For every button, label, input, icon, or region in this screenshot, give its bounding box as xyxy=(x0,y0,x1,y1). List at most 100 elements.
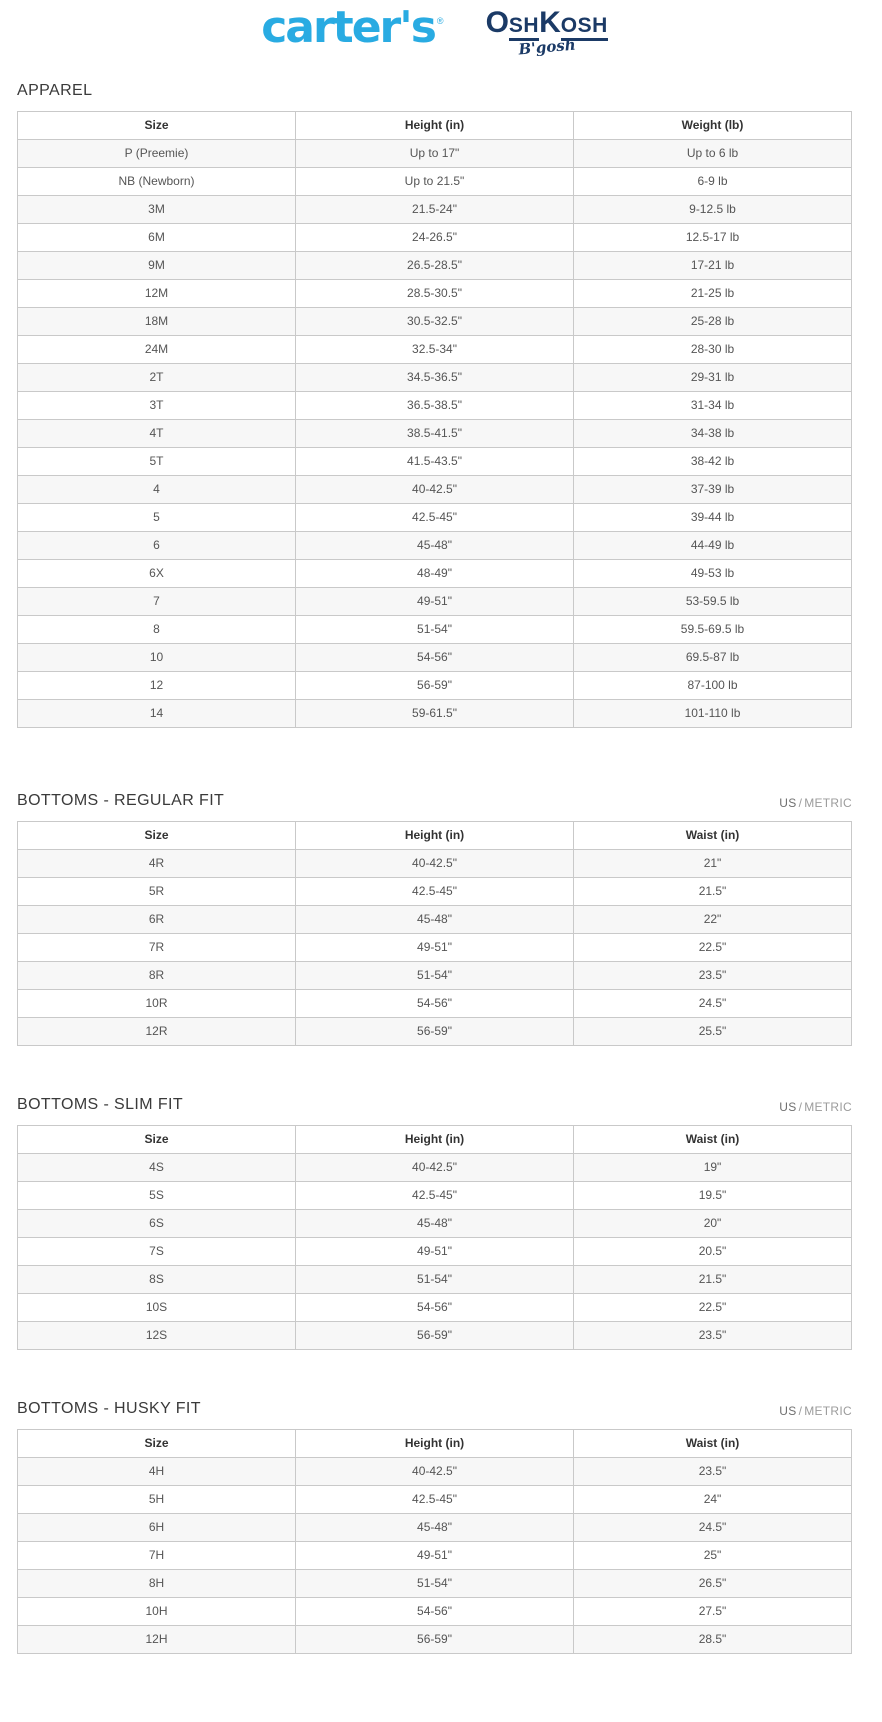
table-row: 6 45-48" 44-49 lb xyxy=(17,531,852,560)
table-cell: 101-110 lb xyxy=(573,699,852,728)
column-header-waist: Waist (in) xyxy=(573,1125,852,1154)
table-cell: Up to 21.5" xyxy=(295,167,574,196)
table-row: 8R 51-54" 23.5" xyxy=(17,961,852,990)
table-row: 24M 32.5-34" 28-30 lb xyxy=(17,335,852,364)
table-cell: 28.5-30.5" xyxy=(295,279,574,308)
table-row: 4R 40-42.5" 21" xyxy=(17,849,852,878)
table-cell: 49-51" xyxy=(295,587,574,616)
table-cell: 10H xyxy=(17,1597,296,1626)
column-header-height: Height (in) xyxy=(295,111,574,140)
table-row: 3M 21.5-24" 9-12.5 lb xyxy=(17,195,852,224)
unit-separator: / xyxy=(798,1100,803,1114)
table-cell: 44-49 lb xyxy=(573,531,852,560)
section-bottoms-regular: BOTTOMS - REGULAR FIT US / METRIC Size Hei… xyxy=(17,792,852,1046)
section-head-bottoms-slim: BOTTOMS - SLIM FIT US / METRIC xyxy=(17,1096,852,1114)
column-header-height: Height (in) xyxy=(295,1429,574,1458)
table-cell: 10 xyxy=(17,643,296,672)
brand-header: carter's ® OSHKOSH B'gosh xyxy=(17,4,852,68)
table-row: 10R 54-56" 24.5" xyxy=(17,989,852,1018)
unit-us-link[interactable]: US xyxy=(779,796,797,810)
table-row: 10H 54-56" 27.5" xyxy=(17,1597,852,1626)
table-cell: 4R xyxy=(17,849,296,878)
table-cell: 56-59" xyxy=(295,1321,574,1350)
table-cell: 14 xyxy=(17,699,296,728)
table-cell: 34.5-36.5" xyxy=(295,363,574,392)
table-cell: 59.5-69.5 lb xyxy=(573,615,852,644)
table-cell: 23.5" xyxy=(573,1457,852,1486)
column-header-waist: Waist (in) xyxy=(573,1429,852,1458)
column-header-size: Size xyxy=(17,111,296,140)
table-cell: 8S xyxy=(17,1265,296,1294)
table-cell: 49-53 lb xyxy=(573,559,852,588)
table-cell: 3M xyxy=(17,195,296,224)
column-header-weight: Weight (lb) xyxy=(573,111,852,140)
carters-logo-text: carter's xyxy=(261,2,437,53)
table-cell: 21.5-24" xyxy=(295,195,574,224)
table-row: 18M 30.5-32.5" 25-28 lb xyxy=(17,307,852,336)
carters-registered-mark: ® xyxy=(436,16,444,26)
section-title-bottoms-husky: BOTTOMS - HUSKY FIT xyxy=(17,1400,201,1417)
table-row: 6R 45-48" 22" xyxy=(17,905,852,934)
oshkosh-logo: OSHKOSH B'gosh xyxy=(486,6,608,58)
table-cell: 34-38 lb xyxy=(573,419,852,448)
table-row: 6H 45-48" 24.5" xyxy=(17,1513,852,1542)
table-cell: 12.5-17 lb xyxy=(573,223,852,252)
table-head: Size Height (in) Waist (in) xyxy=(17,1125,852,1154)
table-cell: 30.5-32.5" xyxy=(295,307,574,336)
table-row: 2T 34.5-36.5" 29-31 lb xyxy=(17,363,852,392)
table-cell: 51-54" xyxy=(295,961,574,990)
oshkosh-letter-k: K xyxy=(539,6,561,39)
table-row: 12S 56-59" 23.5" xyxy=(17,1321,852,1350)
table-row: 3T 36.5-38.5" 31-34 lb xyxy=(17,391,852,420)
table-cell: 20.5" xyxy=(573,1237,852,1266)
table-cell: 27.5" xyxy=(573,1597,852,1626)
table-row: 12H 56-59" 28.5" xyxy=(17,1625,852,1654)
table-row: P (Preemie) Up to 17" Up to 6 lb xyxy=(17,139,852,168)
table-head: Size Height (in) Waist (in) xyxy=(17,821,852,850)
table-cell: 4 xyxy=(17,475,296,504)
size-chart-page: carter's ® OSHKOSH B'gosh APPAREL Size He… xyxy=(17,4,852,1654)
unit-toggle: US / METRIC xyxy=(779,1404,852,1418)
table-cell: 6S xyxy=(17,1209,296,1238)
table-body: 4S 40-42.5" 19" 5S 42.5-45" 19.5" 6S 45-48" 20" 7… xyxy=(17,1153,852,1350)
table-cell: 40-42.5" xyxy=(295,849,574,878)
unit-metric-link[interactable]: METRIC xyxy=(804,796,852,810)
table-cell: 5H xyxy=(17,1485,296,1514)
table-cell: 49-51" xyxy=(295,1541,574,1570)
table-row: 9M 26.5-28.5" 17-21 lb xyxy=(17,251,852,280)
unit-us-link[interactable]: US xyxy=(779,1404,797,1418)
table-body: 4R 40-42.5" 21" 5R 42.5-45" 21.5" 6R 45-48" 22" 7… xyxy=(17,849,852,1046)
table-cell: 2T xyxy=(17,363,296,392)
header-row: Size Height (in) Waist (in) xyxy=(17,821,852,850)
table-cell: 54-56" xyxy=(295,1293,574,1322)
oshkosh-letters-osh: OSH xyxy=(560,14,608,41)
bottoms-regular-size-table: Size Height (in) Waist (in) 4R 40-42.5" 21… xyxy=(17,821,852,1046)
table-cell: 42.5-45" xyxy=(295,877,574,906)
unit-metric-link[interactable]: METRIC xyxy=(804,1404,852,1418)
table-cell: 5 xyxy=(17,503,296,532)
column-header-size: Size xyxy=(17,1125,296,1154)
table-cell: 42.5-45" xyxy=(295,503,574,532)
table-row: 5R 42.5-45" 21.5" xyxy=(17,877,852,906)
table-row: NB (Newborn) Up to 21.5" 6-9 lb xyxy=(17,167,852,196)
unit-metric-link[interactable]: METRIC xyxy=(804,1100,852,1114)
table-cell: 20" xyxy=(573,1209,852,1238)
table-cell: 3T xyxy=(17,391,296,420)
table-row: 6S 45-48" 20" xyxy=(17,1209,852,1238)
table-cell: 7 xyxy=(17,587,296,616)
table-cell: 24M xyxy=(17,335,296,364)
table-cell: 9M xyxy=(17,251,296,280)
unit-us-link[interactable]: US xyxy=(779,1100,797,1114)
section-title-apparel: APPAREL xyxy=(17,82,93,99)
table-cell: 40-42.5" xyxy=(295,1457,574,1486)
table-cell: 49-51" xyxy=(295,1237,574,1266)
table-body: 4H 40-42.5" 23.5" 5H 42.5-45" 24" 6H 45-48" 24.5… xyxy=(17,1457,852,1654)
table-cell: 56-59" xyxy=(295,1625,574,1654)
table-head: Size Height (in) Waist (in) xyxy=(17,1429,852,1458)
table-cell: 12M xyxy=(17,279,296,308)
table-cell: 51-54" xyxy=(295,1569,574,1598)
table-cell: 21-25 lb xyxy=(573,279,852,308)
table-cell: 24-26.5" xyxy=(295,223,574,252)
table-cell: Up to 17" xyxy=(295,139,574,168)
table-row: 12R 56-59" 25.5" xyxy=(17,1017,852,1046)
